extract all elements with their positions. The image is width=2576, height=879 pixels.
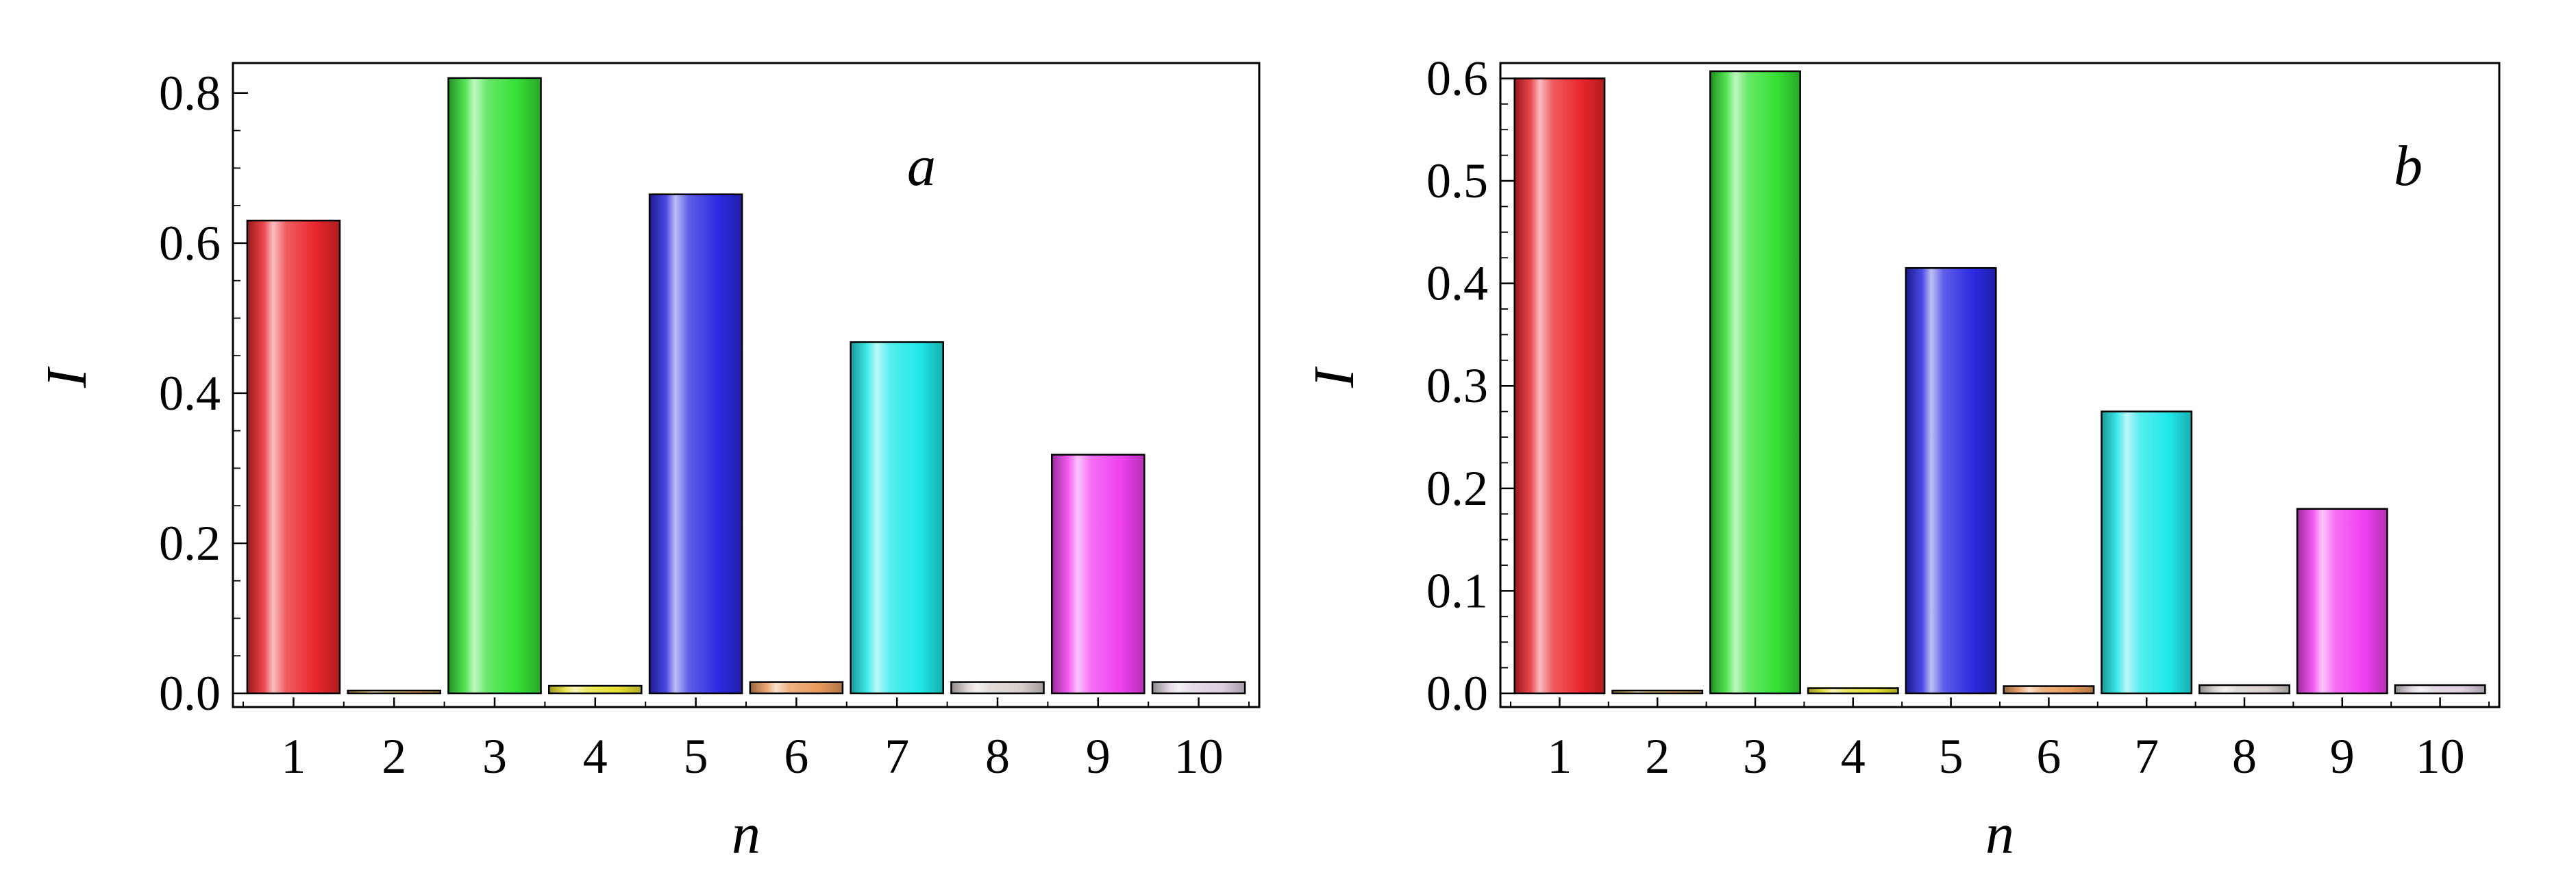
x-tick-label: 5 bbox=[1939, 729, 1964, 784]
bar-8 bbox=[2199, 684, 2290, 695]
bar-5 bbox=[648, 193, 743, 695]
x-tick-label: 4 bbox=[583, 729, 608, 784]
bar-8 bbox=[950, 681, 1045, 695]
bar-9 bbox=[2296, 508, 2388, 695]
y-tick-label: 0.0 bbox=[1426, 666, 1488, 721]
y-tick-label: 0.5 bbox=[1426, 153, 1488, 208]
y-tick-label: 0.8 bbox=[159, 66, 221, 121]
bar-6 bbox=[749, 681, 844, 695]
bar-4 bbox=[548, 684, 643, 695]
bar-3 bbox=[1709, 70, 1801, 695]
chart-panel-b: 1 2 3 4 5 6 7 8 9 10 0.0 0.1 0.2 0.3 0.4 0.5 0.6 n Ib bbox=[1302, 51, 2501, 866]
x-tick-label: 1 bbox=[281, 729, 306, 784]
x-tick-label: 6 bbox=[784, 729, 808, 784]
x-axis-label: n bbox=[1985, 802, 2014, 866]
bar-1 bbox=[1513, 77, 1606, 695]
bar-10 bbox=[2394, 684, 2486, 695]
bar-10 bbox=[1151, 681, 1246, 695]
x-axis-label: n bbox=[732, 802, 760, 866]
y-tick-label: 0.0 bbox=[159, 666, 221, 721]
bar-9 bbox=[1051, 454, 1145, 695]
bar-3 bbox=[447, 77, 542, 695]
x-tick-label: 9 bbox=[2330, 729, 2355, 784]
y-tick-label: 0.2 bbox=[1426, 461, 1488, 516]
x-tick-label: 3 bbox=[482, 729, 507, 784]
y-tick-label: 0.3 bbox=[1426, 358, 1488, 413]
y-tick-label: 0.6 bbox=[159, 216, 221, 271]
x-tick-label: 3 bbox=[1743, 729, 1768, 784]
bar-7 bbox=[850, 341, 944, 695]
panel-label: a bbox=[907, 134, 936, 198]
x-tick-label: 4 bbox=[1841, 729, 1866, 784]
bar-5 bbox=[1905, 267, 1997, 695]
x-tick-label: 1 bbox=[1547, 729, 1572, 784]
x-tick-label: 8 bbox=[985, 729, 1010, 784]
y-tick-label: 0.6 bbox=[1426, 51, 1488, 106]
panel-label: b bbox=[2394, 134, 2423, 198]
y-tick-label: 0.1 bbox=[1426, 563, 1488, 618]
y-tick-label: 0.2 bbox=[159, 516, 221, 571]
x-tick-label: 2 bbox=[1645, 729, 1670, 784]
y-axis-label: I bbox=[1302, 366, 1366, 388]
y-tick-label: 0.4 bbox=[1426, 256, 1488, 311]
bar-6 bbox=[2003, 685, 2095, 695]
x-tick-label: 5 bbox=[684, 729, 708, 784]
x-tick-label: 10 bbox=[1174, 729, 1224, 784]
x-tick-label: 7 bbox=[884, 729, 909, 784]
x-tick-label: 7 bbox=[2134, 729, 2159, 784]
y-tick-label: 0.4 bbox=[159, 366, 221, 421]
bar-4 bbox=[1807, 687, 1899, 695]
y-axis-label: I bbox=[35, 366, 99, 388]
x-tick-label: 8 bbox=[2232, 729, 2257, 784]
bar-1 bbox=[246, 219, 341, 695]
x-tick-label: 2 bbox=[382, 729, 406, 784]
bar-7 bbox=[2101, 410, 2193, 695]
x-tick-label: 6 bbox=[2036, 729, 2061, 784]
bar-2 bbox=[1611, 689, 1704, 695]
chart-panel-a: 1 2 3 4 5 6 7 8 9 10 0.0 0.2 0.4 0.6 0.8 n Ia bbox=[35, 62, 1261, 866]
x-tick-label: 10 bbox=[2416, 729, 2465, 784]
x-tick-label: 9 bbox=[1086, 729, 1111, 784]
bar-2 bbox=[347, 689, 441, 695]
